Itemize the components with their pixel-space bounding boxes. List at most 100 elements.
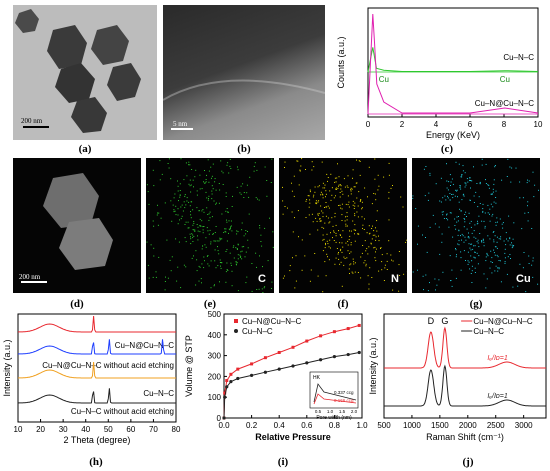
mapping-dot — [219, 262, 221, 263]
mapping-dot — [360, 199, 362, 201]
mapping-dot — [353, 186, 355, 188]
mapping-dot — [240, 185, 242, 187]
mapping-dot — [481, 241, 482, 243]
eds-xtick-label: 6 — [468, 120, 473, 129]
mapping-dot — [504, 261, 506, 263]
mapping-dot — [228, 228, 230, 230]
mapping-dot — [483, 273, 485, 275]
mapping-dot — [237, 254, 239, 256]
mapping-dot — [315, 217, 317, 219]
mapping-dot — [201, 220, 203, 222]
mapping-dot — [352, 272, 354, 274]
mapping-dot — [481, 240, 483, 241]
mapping-dot — [337, 187, 339, 189]
mapping-dot — [518, 280, 520, 282]
mapping-dot — [432, 214, 434, 216]
mapping-dot — [347, 250, 349, 252]
mapping-dot — [339, 192, 341, 193]
mapping-dot — [449, 212, 451, 214]
raman-xlabel: Raman Shift (cm⁻¹) — [426, 432, 504, 442]
bet-xtick-label: 0.4 — [274, 421, 286, 430]
mapping-dot — [488, 184, 490, 186]
mapping-dot — [346, 225, 348, 227]
mapping-dot — [195, 169, 197, 171]
mapping-dot — [468, 212, 470, 214]
mapping-dot — [221, 238, 223, 240]
mapping-dot — [349, 230, 350, 232]
mapping-dot — [463, 241, 465, 243]
mapping-dot — [350, 187, 352, 189]
mapping-dot — [484, 225, 486, 227]
raman-peak-label: D — [428, 316, 435, 326]
mapping-dot — [423, 289, 424, 291]
mapping-dot — [470, 187, 471, 189]
mapping-dot — [451, 269, 453, 271]
mapping-dot — [374, 246, 376, 248]
mapping-dot — [225, 231, 227, 233]
mapping-dot — [531, 264, 533, 266]
bet-legend-marker — [234, 319, 238, 323]
mapping-dot — [193, 186, 194, 188]
mapping-dot — [340, 185, 342, 187]
mapping-dot — [157, 212, 159, 214]
mapping-dot — [311, 213, 313, 215]
mapping-dot — [189, 185, 191, 187]
mapping-dot — [332, 225, 334, 227]
mapping-dot — [471, 260, 473, 262]
mapping-dot — [181, 204, 183, 206]
mapping-dot — [209, 229, 211, 231]
mapping-dot — [157, 224, 159, 226]
mapping-dot — [467, 251, 469, 253]
letter-g: (g) — [469, 298, 483, 310]
mapping-dot — [343, 264, 345, 266]
mapping-dot — [175, 205, 177, 207]
mapping-dot — [498, 260, 500, 261]
mapping-dot — [455, 256, 457, 258]
mapping-dot — [236, 264, 237, 266]
mapping-dot — [374, 193, 376, 195]
mapping-dot — [199, 231, 201, 233]
mapping-dot — [364, 218, 365, 220]
mapping-dot — [346, 212, 348, 214]
mapping-dot — [284, 206, 286, 207]
mapping-dot — [159, 160, 161, 162]
mapping-dot — [344, 186, 346, 188]
xrd-xtick-label: 60 — [126, 425, 135, 434]
mapping-dot — [356, 211, 358, 213]
mapping-dot — [405, 241, 407, 243]
mapping-dot — [183, 179, 185, 181]
mapping-dot — [220, 265, 221, 267]
mapping-dot — [331, 194, 333, 196]
mapping-dot — [341, 190, 343, 192]
mapping-dot — [341, 236, 343, 238]
mapping-dot — [451, 178, 453, 180]
mapping-dot — [442, 214, 444, 216]
mapping-dot — [528, 180, 530, 182]
mapping-dot — [464, 221, 466, 223]
mapping-dot — [323, 238, 325, 240]
mapping-dot — [346, 185, 348, 187]
mapping-dot — [462, 165, 464, 167]
mapping-dot — [209, 211, 211, 213]
mapping-dot — [527, 220, 529, 222]
mapping-dot — [254, 162, 256, 164]
mapping-dot — [353, 208, 355, 209]
mapping-dot — [505, 232, 507, 234]
mapping-dot — [469, 177, 471, 179]
mapping-dot — [317, 186, 319, 188]
mapping-dot — [205, 237, 207, 239]
mapping-dot — [386, 260, 388, 262]
eds-xtick-label: 8 — [502, 120, 507, 129]
mapping-dot — [337, 163, 338, 165]
mapping-dot — [226, 262, 228, 264]
mapping-dot — [205, 246, 207, 248]
mapping-dot — [179, 196, 181, 198]
mapping-dot — [388, 162, 390, 164]
mapping-dot — [388, 197, 390, 199]
mapping-dot — [504, 262, 506, 264]
mapping-dot — [509, 244, 511, 246]
mapping-dot — [442, 211, 444, 213]
mapping-dot — [428, 192, 430, 194]
mapping-dot — [450, 212, 452, 214]
mapping-dot — [495, 202, 497, 204]
